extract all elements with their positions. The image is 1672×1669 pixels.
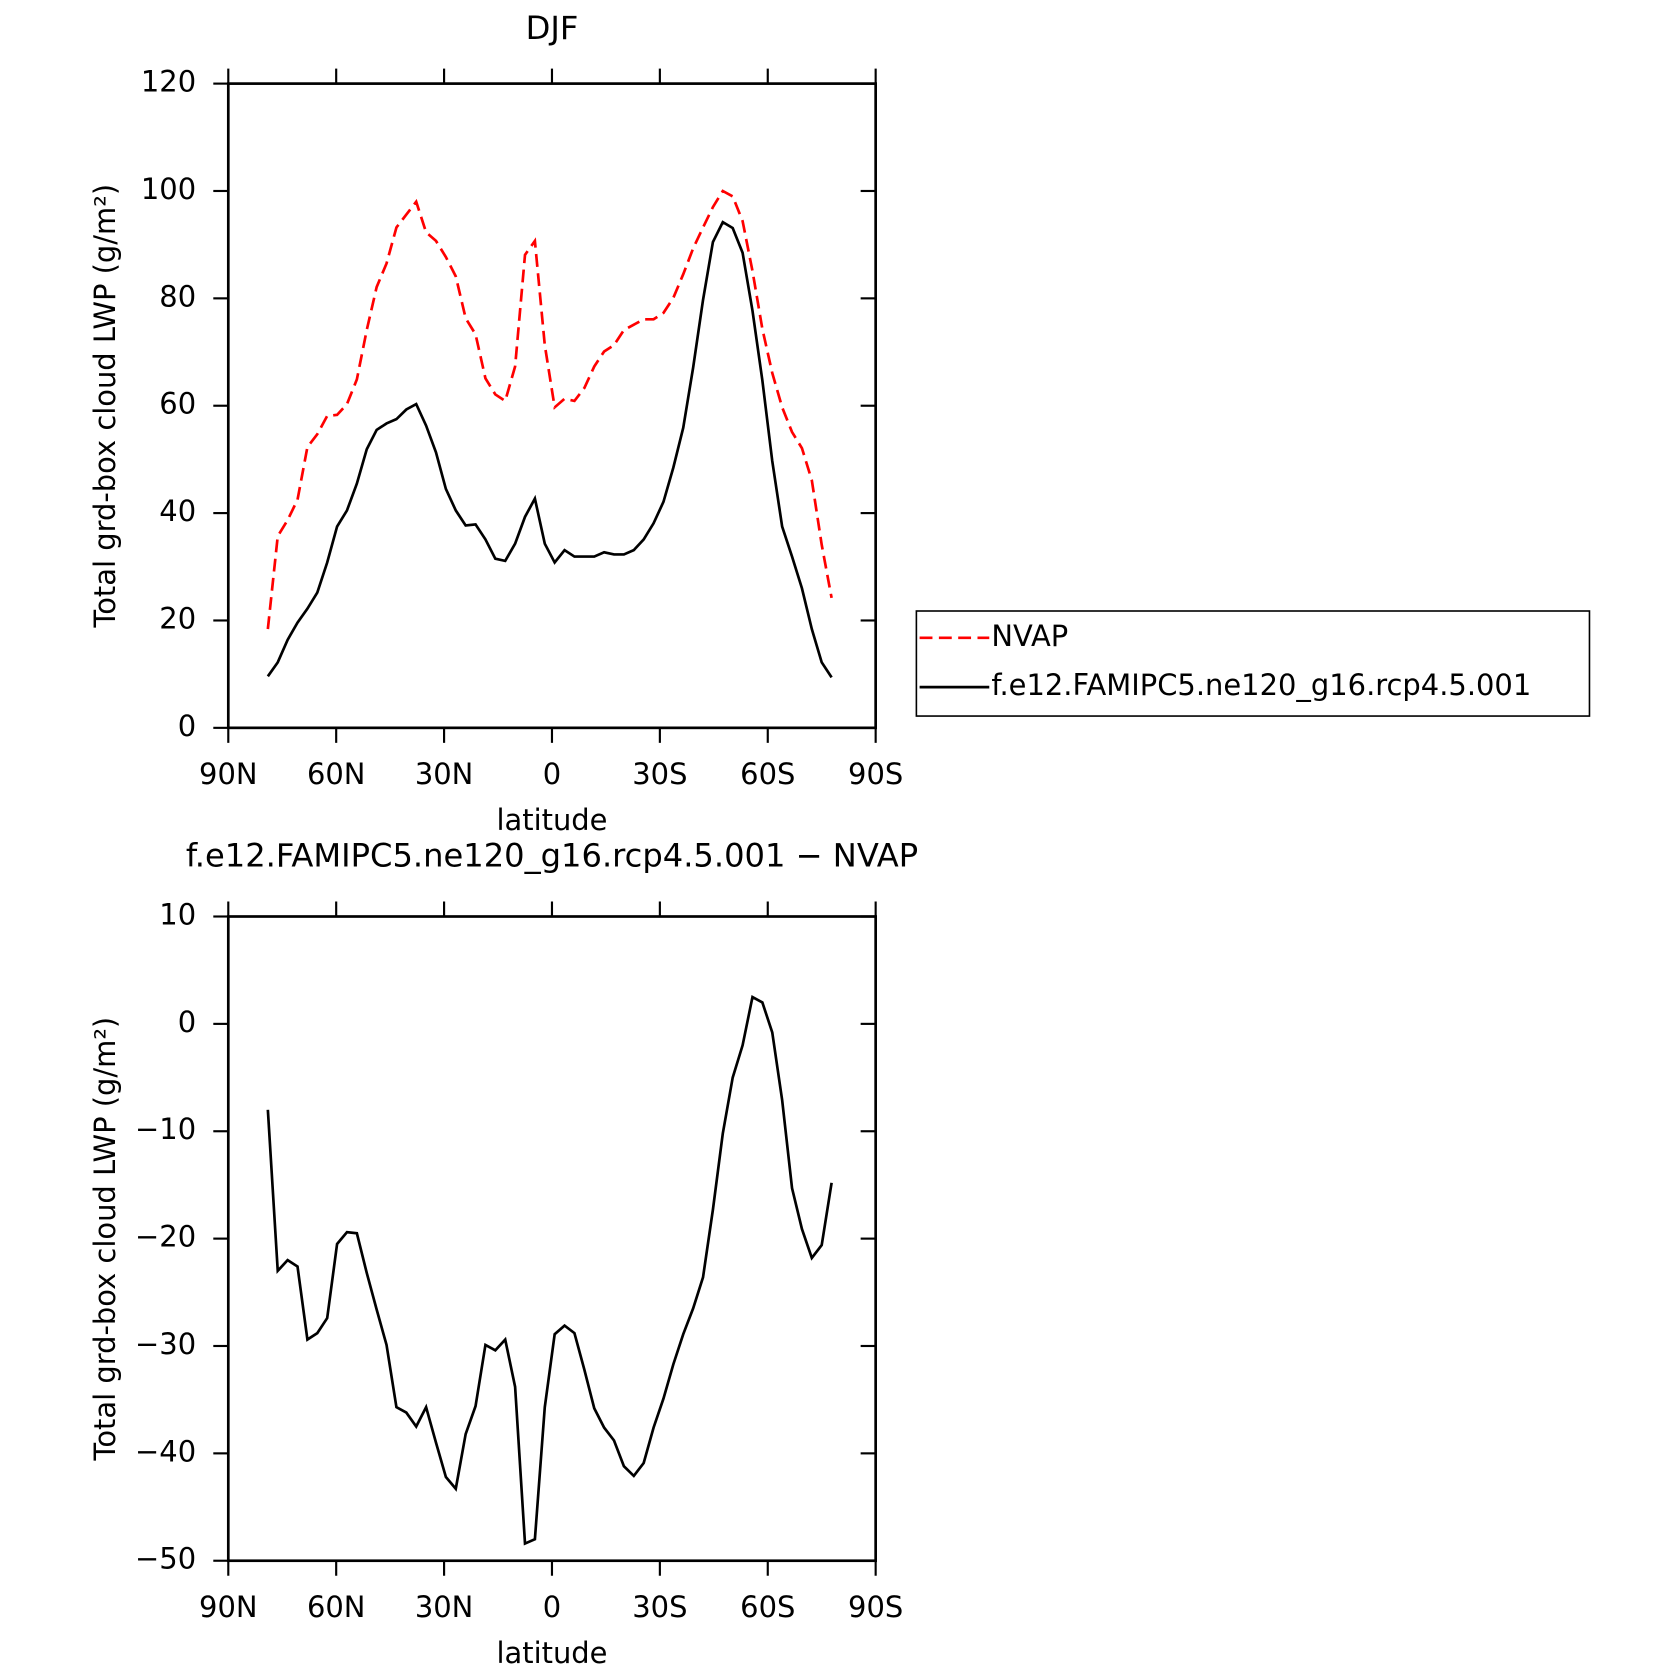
- plot-frame: [226, 915, 877, 1563]
- data-line: [266, 220, 833, 679]
- x-tick-label: 90N: [199, 757, 257, 791]
- y-tick-label: 0: [178, 1005, 196, 1039]
- y-tick-label: 80: [159, 279, 196, 313]
- legend-label: NVAP: [991, 619, 1068, 653]
- x-tick-label: 0: [543, 1590, 561, 1624]
- x-axis-label: latitude: [496, 803, 607, 837]
- y-tick-label: −40: [135, 1434, 196, 1468]
- y-tick-label: 0: [178, 709, 196, 743]
- legend-label: f.e12.FAMIPC5.ne120_g16.rcp4.5.001: [991, 668, 1531, 702]
- y-tick-label: −10: [135, 1112, 196, 1146]
- x-tick-label: 30N: [415, 1590, 473, 1624]
- legend-box: [915, 610, 1591, 717]
- x-tick-label: 30N: [415, 757, 473, 791]
- x-tick-label: 60S: [740, 1590, 795, 1624]
- y-tick-label: 60: [159, 387, 196, 421]
- chart-title: f.e12.FAMIPC5.ne120_g16.rcp4.5.001 − NVA…: [186, 837, 918, 875]
- x-tick-label: 0: [543, 757, 561, 791]
- plot-frame: [226, 82, 877, 730]
- y-tick-label: −20: [135, 1220, 196, 1254]
- x-tick-label: 90S: [848, 1590, 903, 1624]
- chart-title: DJF: [526, 9, 579, 47]
- y-tick-label: 10: [159, 898, 196, 932]
- y-tick-label: 40: [159, 494, 196, 528]
- y-tick-label: 100: [141, 172, 196, 206]
- data-line: [266, 189, 833, 630]
- data-line: [266, 994, 833, 1546]
- x-tick-label: 30S: [632, 757, 687, 791]
- y-axis-label: Total grd-box cloud LWP (g/m²): [88, 184, 122, 629]
- x-tick-label: 60N: [307, 757, 365, 791]
- x-tick-label: 30S: [632, 1590, 687, 1624]
- x-tick-label: 90N: [199, 1590, 257, 1624]
- y-tick-label: −30: [135, 1327, 196, 1361]
- y-tick-label: −50: [135, 1542, 196, 1576]
- x-tick-label: 90S: [848, 757, 903, 791]
- y-axis-label: Total grd-box cloud LWP (g/m²): [88, 1017, 122, 1462]
- x-axis-label: latitude: [496, 1636, 607, 1669]
- y-tick-label: 20: [159, 601, 196, 635]
- y-tick-label: 120: [141, 65, 196, 99]
- x-tick-label: 60N: [307, 1590, 365, 1624]
- x-tick-label: 60S: [740, 757, 795, 791]
